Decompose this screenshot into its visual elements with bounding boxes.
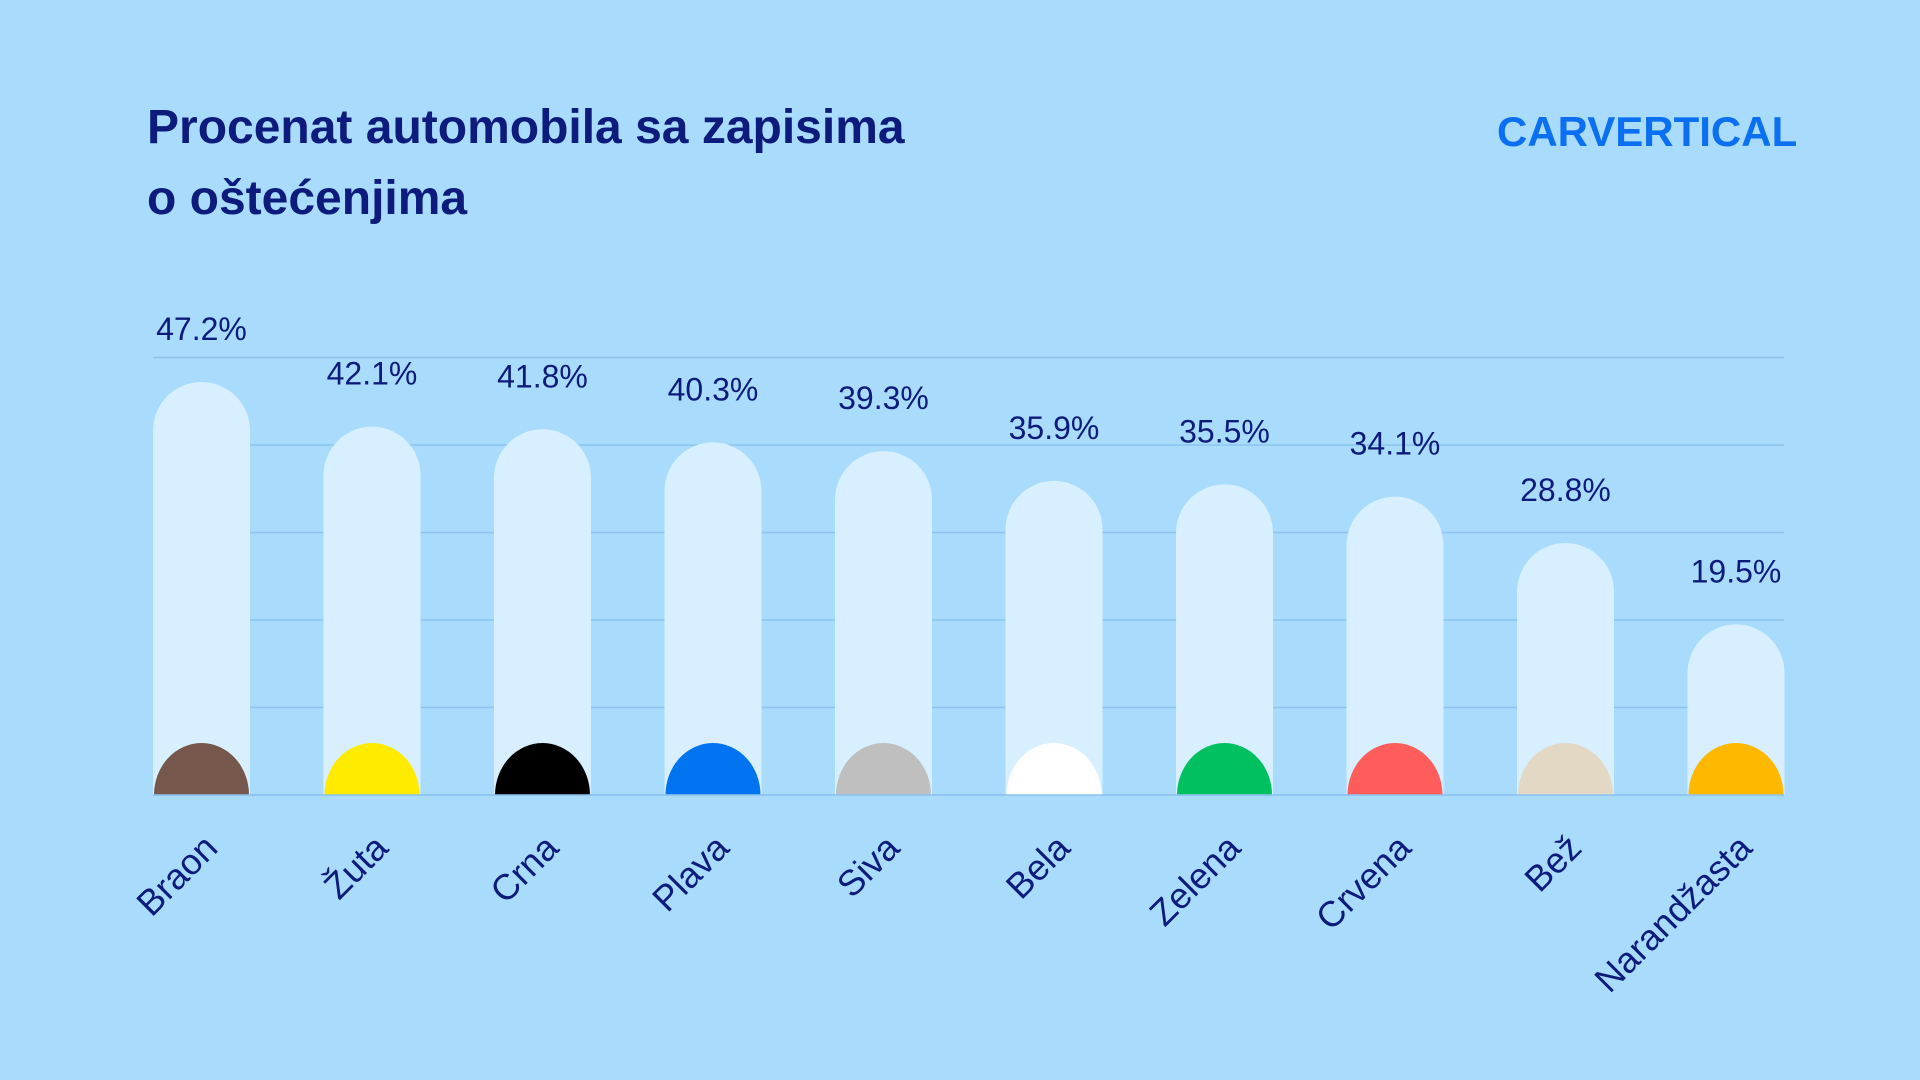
- value-label: 40.3%: [668, 371, 759, 407]
- bar-track: [835, 451, 932, 795]
- category-label: Siva: [829, 826, 908, 905]
- bar-track: [1176, 484, 1273, 795]
- bar-track: [153, 382, 250, 795]
- bar-color-swatch: [154, 743, 249, 795]
- bar-track: [323, 426, 421, 795]
- bar-track: [1346, 496, 1444, 795]
- value-label: 42.1%: [327, 356, 418, 392]
- chart-title: Procenat automobila sa zapisima o ošteće…: [147, 92, 905, 234]
- bar-color-swatch: [495, 743, 590, 795]
- bar-color-swatch: [665, 743, 761, 795]
- category-label: Zelena: [1141, 826, 1249, 934]
- category-label: Braon: [128, 827, 225, 924]
- bar-color-swatch: [1518, 743, 1613, 795]
- chart-title-line-1: Procenat automobila sa zapisima: [147, 101, 905, 154]
- value-label: 34.1%: [1350, 426, 1441, 462]
- category-label: Narandžasta: [1586, 826, 1760, 1000]
- bar-track: [1517, 543, 1614, 795]
- bar-track: [664, 442, 762, 795]
- bar-color-swatch: [1177, 743, 1272, 795]
- category-label: Plava: [644, 826, 737, 919]
- value-label: 39.3%: [838, 380, 929, 416]
- value-label: 35.9%: [1009, 410, 1100, 446]
- category-label: Crna: [482, 826, 567, 911]
- bar-color-swatch: [1688, 743, 1784, 795]
- value-label: 47.2%: [156, 311, 247, 347]
- bar-track: [494, 429, 591, 795]
- value-label: 35.5%: [1179, 413, 1270, 449]
- value-label: 19.5%: [1691, 553, 1782, 589]
- value-label: 28.8%: [1520, 472, 1611, 508]
- bar-track: [1005, 480, 1103, 795]
- bar-color-swatch: [324, 743, 420, 795]
- bar-color-swatch: [1347, 743, 1443, 795]
- category-label: Bež: [1516, 827, 1589, 900]
- bar-color-swatch: [1006, 743, 1102, 795]
- category-label: Žuta: [316, 826, 397, 907]
- category-label: Crvena: [1308, 826, 1420, 938]
- bar-color-swatch: [836, 743, 931, 795]
- category-label: Bela: [998, 826, 1079, 907]
- value-label: 41.8%: [497, 358, 588, 394]
- chart-title-line-2: o oštećenjima: [147, 172, 468, 225]
- carvertical-logo: CARVERTICAL: [1497, 108, 1798, 155]
